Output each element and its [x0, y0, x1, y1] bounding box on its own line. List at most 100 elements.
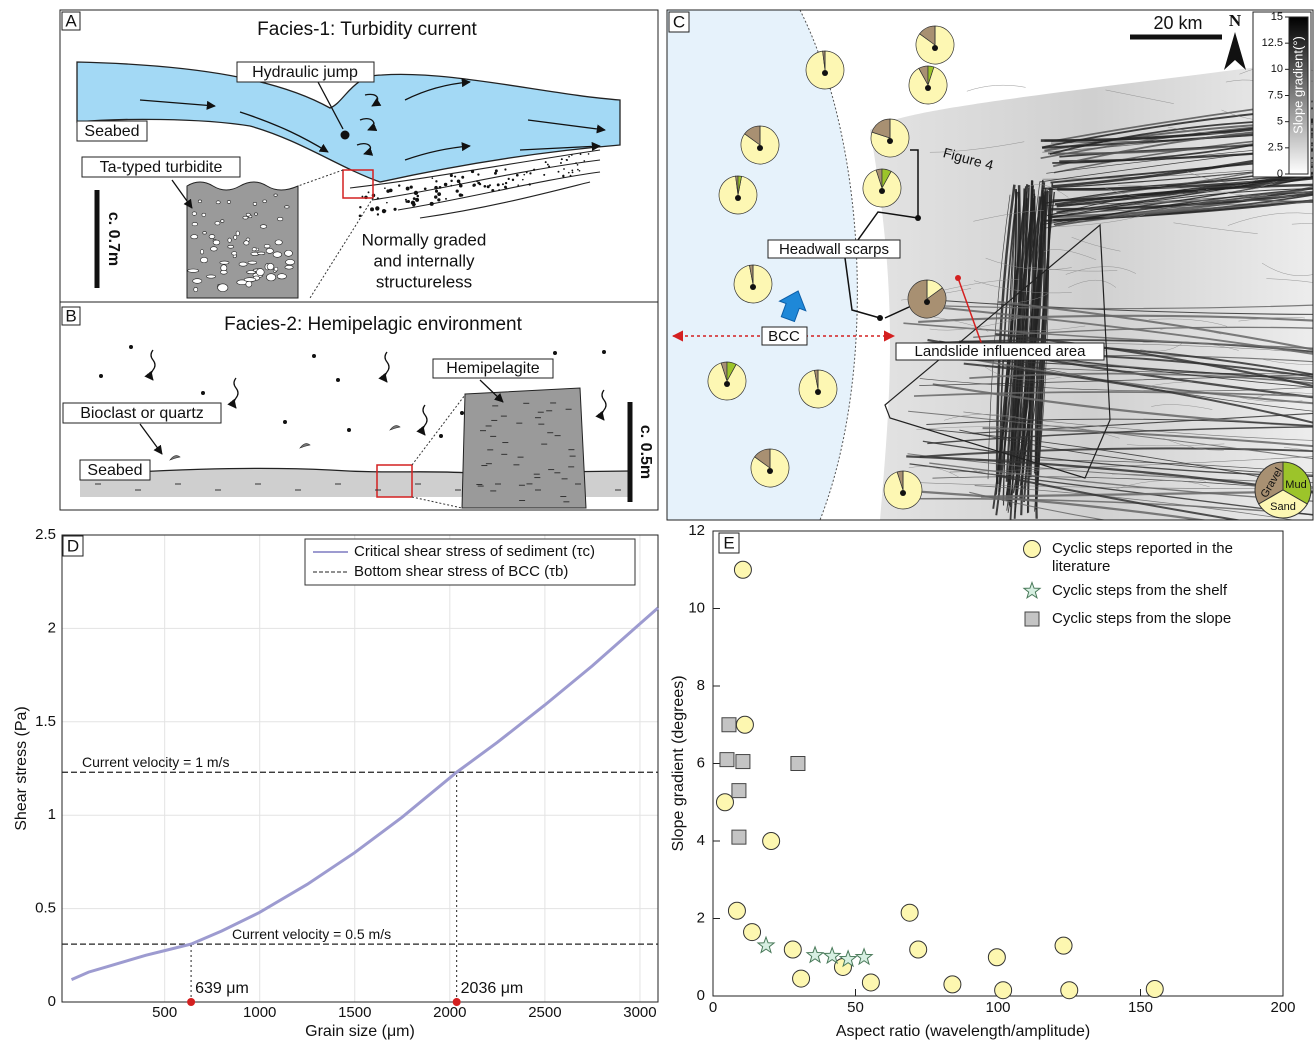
- grain: [568, 172, 570, 174]
- grain: [444, 183, 447, 186]
- north-label: N: [1229, 11, 1242, 30]
- legend-label: Cyclic steps from the slope: [1052, 610, 1277, 628]
- clast: [193, 279, 202, 284]
- clast: [266, 274, 275, 281]
- marker-dot: [453, 998, 461, 1006]
- colorbar-tick-label: 15: [1271, 11, 1283, 23]
- grain: [562, 175, 564, 177]
- grain: [450, 174, 453, 177]
- clast: [285, 265, 293, 269]
- y-axis-label: Slope gradient (degrees): [670, 675, 687, 851]
- clast: [285, 206, 290, 208]
- grain: [504, 168, 506, 170]
- clast: [256, 269, 264, 276]
- clast: [206, 275, 215, 278]
- grain: [484, 185, 487, 188]
- grain: [526, 172, 528, 174]
- grain: [570, 175, 572, 177]
- clast: [243, 216, 248, 219]
- sample-point: [750, 284, 756, 290]
- y-tick-label: 6: [697, 754, 705, 771]
- grain: [445, 198, 447, 200]
- clast: [203, 232, 207, 235]
- grain: [393, 208, 396, 211]
- clast: [234, 235, 237, 239]
- particle: [99, 374, 103, 378]
- legend-marker: [1024, 541, 1041, 558]
- grain: [588, 153, 590, 155]
- grain: [368, 191, 370, 193]
- scale-label: c. 0.5m: [637, 425, 654, 479]
- y-tick-label: 0.5: [35, 900, 56, 917]
- grain: [439, 186, 442, 189]
- grain: [512, 179, 514, 181]
- point: [728, 902, 745, 919]
- grain: [489, 184, 491, 186]
- clast: [273, 252, 282, 258]
- grain: [405, 200, 407, 202]
- sample-point: [887, 138, 893, 144]
- grain: [471, 170, 474, 173]
- grain: [386, 189, 390, 193]
- grain: [580, 153, 582, 155]
- clast: [198, 200, 201, 203]
- note: structureless: [376, 272, 472, 291]
- point: [784, 941, 801, 958]
- clast: [277, 274, 286, 279]
- clast: [277, 217, 283, 221]
- grain: [410, 186, 413, 189]
- page: {"panel_a":{"label":"A","title":"Facies-…: [0, 0, 1315, 1045]
- reference-label: Current velocity = 1 m/s: [82, 754, 229, 770]
- y-tick-label: 1.5: [35, 713, 56, 730]
- grain: [516, 174, 519, 177]
- sample-point: [815, 389, 821, 395]
- panel-title: Facies-1: Turbidity current: [257, 19, 477, 40]
- clast: [263, 200, 267, 203]
- panel-label: A: [65, 11, 77, 30]
- legend-label: Bottom shear stress of BCC (τb): [354, 563, 568, 580]
- clast: [246, 213, 250, 216]
- clast: [260, 225, 266, 229]
- grain: [434, 195, 437, 198]
- annotation: Landslide influenced area: [915, 343, 1087, 360]
- y-tick-label: 2: [697, 909, 705, 926]
- grain: [575, 162, 577, 164]
- marker-label: 2036 μm: [461, 980, 524, 997]
- x-tick-label: 50: [847, 999, 864, 1016]
- x-tick-label: 150: [1128, 999, 1153, 1016]
- clast: [221, 220, 224, 223]
- x-axis-label: Aspect ratio (wavelength/amplitude): [836, 1023, 1090, 1040]
- annotation: BCC: [768, 328, 800, 345]
- y-tick-label: 2.5: [35, 526, 56, 543]
- clast: [218, 284, 228, 292]
- clast: [248, 261, 257, 264]
- clast: [210, 247, 217, 251]
- grain: [558, 171, 560, 173]
- grain: [377, 197, 379, 199]
- pie-legend: GravelMudSand: [1255, 462, 1311, 518]
- legend-label: Mud: [1285, 479, 1306, 491]
- clast: [285, 250, 293, 256]
- point: [1146, 981, 1163, 998]
- point: [793, 970, 810, 987]
- scale-label: c. 0.7m: [105, 212, 122, 266]
- clast: [228, 245, 234, 248]
- x-tick-label: 100: [985, 999, 1010, 1016]
- legend-label: Cyclic steps from the shelf: [1052, 582, 1277, 600]
- grain: [386, 202, 388, 204]
- clast: [200, 249, 203, 254]
- y-tick-label: 8: [697, 677, 705, 694]
- grain: [461, 194, 464, 197]
- hemipelagite-block: [462, 388, 586, 508]
- clast: [227, 201, 231, 204]
- point: [995, 982, 1012, 999]
- grain: [377, 213, 379, 215]
- colorbar-tick-label: 5: [1277, 116, 1283, 128]
- clast: [232, 252, 237, 256]
- grain: [411, 201, 415, 205]
- point: [716, 794, 733, 811]
- grain: [563, 168, 565, 170]
- panel-label: D: [67, 536, 79, 555]
- x-tick-label: 500: [152, 1004, 177, 1021]
- clast: [192, 212, 196, 216]
